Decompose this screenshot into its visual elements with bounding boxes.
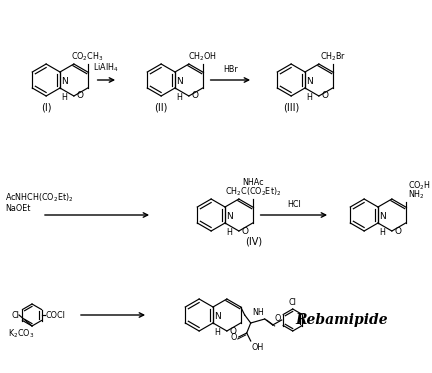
- Text: CH$_2$OH: CH$_2$OH: [188, 50, 217, 63]
- Text: Cl: Cl: [11, 310, 19, 320]
- Text: O: O: [395, 226, 402, 235]
- Text: O: O: [192, 91, 199, 100]
- Text: AcNHCH(CO$_2$Et)$_2$: AcNHCH(CO$_2$Et)$_2$: [5, 191, 73, 204]
- Text: OH: OH: [252, 343, 264, 352]
- Text: (I): (I): [41, 102, 51, 112]
- Text: H: H: [176, 93, 182, 102]
- Text: O: O: [275, 314, 281, 323]
- Text: O: O: [322, 91, 329, 100]
- Text: HCl: HCl: [287, 200, 301, 209]
- Text: NH: NH: [252, 308, 264, 317]
- Text: (III): (III): [283, 102, 299, 112]
- Text: HBr: HBr: [223, 65, 238, 74]
- Text: H: H: [226, 228, 232, 237]
- Text: CH$_2$C(CO$_2$Et)$_2$: CH$_2$C(CO$_2$Et)$_2$: [225, 185, 281, 198]
- Text: (II): (II): [154, 102, 168, 112]
- Text: O: O: [230, 333, 237, 342]
- Text: COCl: COCl: [45, 310, 65, 320]
- Text: NaOEt: NaOEt: [5, 204, 30, 213]
- Text: NH$_2$: NH$_2$: [408, 188, 425, 201]
- Text: O: O: [242, 226, 249, 235]
- Text: O: O: [230, 326, 237, 335]
- Text: N: N: [214, 312, 221, 321]
- Text: N: N: [379, 212, 386, 221]
- Text: CH$_2$Br: CH$_2$Br: [320, 50, 346, 63]
- Text: NHAc: NHAc: [242, 178, 264, 187]
- Text: (IV): (IV): [245, 237, 262, 247]
- Text: H: H: [61, 93, 67, 102]
- Text: Cl: Cl: [289, 298, 297, 307]
- Text: CO$_2$H: CO$_2$H: [408, 179, 431, 192]
- Text: N: N: [306, 77, 313, 86]
- Text: H: H: [214, 328, 220, 337]
- Text: Rebamipide: Rebamipide: [295, 313, 388, 327]
- Text: H: H: [306, 93, 312, 102]
- Text: O: O: [77, 91, 84, 100]
- Text: LiAlH$_4$: LiAlH$_4$: [93, 62, 119, 74]
- Text: H: H: [379, 228, 385, 237]
- Text: K$_2$CO$_3$: K$_2$CO$_3$: [8, 327, 34, 339]
- Text: CO$_2$CH$_3$: CO$_2$CH$_3$: [71, 50, 104, 63]
- Text: N: N: [61, 77, 68, 86]
- Text: N: N: [226, 212, 233, 221]
- Text: N: N: [176, 77, 183, 86]
